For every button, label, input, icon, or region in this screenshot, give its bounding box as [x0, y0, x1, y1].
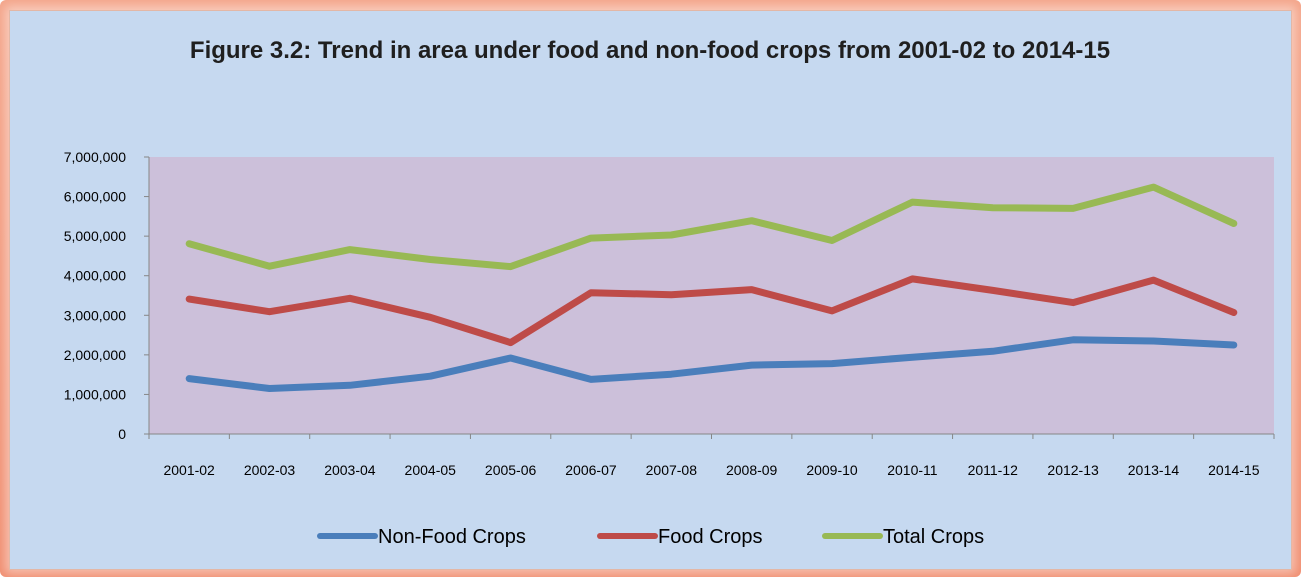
x-tick-label: 2011-12 [968, 462, 1019, 478]
legend: Non-Food Crops Food Crops Total Crops [317, 526, 984, 548]
y-tick-label: 1,000,000 [64, 386, 126, 402]
x-tick-label: 2001-02 [163, 462, 215, 478]
x-tick-label: 2006-07 [565, 462, 617, 478]
y-tick-label: 4,000,000 [64, 268, 126, 284]
legend-label-3: Total Crops [883, 526, 984, 548]
x-tick-label: 2010-11 [887, 462, 938, 478]
x-tick-label: 2007-08 [646, 462, 698, 478]
x-tick-label: 2003-04 [324, 462, 376, 478]
x-tick-label: 2004-05 [405, 462, 457, 478]
series-line-3 [185, 183, 1238, 271]
y-tick-label: 7,000,000 [64, 149, 126, 165]
y-tick-label: 5,000,000 [64, 228, 126, 244]
series-line-2 [185, 275, 1238, 347]
axes: 0 1,000,000 2,000,000 3,000,000 4,000,000 5,0… [64, 149, 1275, 478]
series-line-1 [185, 336, 1238, 392]
x-tick-label: 2012-13 [1047, 462, 1099, 478]
x-tick-label: 2009-10 [806, 462, 858, 478]
x-tick-label: 2008-09 [726, 462, 778, 478]
y-tick-label: 2,000,000 [64, 347, 126, 363]
series-lines [185, 183, 1238, 392]
y-tick-label: 3,000,000 [64, 307, 126, 323]
legend-label-2: Food Crops [658, 526, 763, 548]
x-tick-label: 2005-06 [485, 462, 537, 478]
x-tick-label: 2013-14 [1128, 462, 1180, 478]
legend-label-1: Non-Food Crops [378, 526, 526, 548]
x-tick-label: 2002-03 [244, 462, 296, 478]
y-tick-label: 0 [118, 426, 126, 442]
chart-title: Figure 3.2: Trend in area under food and… [190, 37, 1110, 64]
x-tick-label: 2014-15 [1208, 462, 1260, 478]
y-tick-label: 6,000,000 [64, 189, 126, 205]
